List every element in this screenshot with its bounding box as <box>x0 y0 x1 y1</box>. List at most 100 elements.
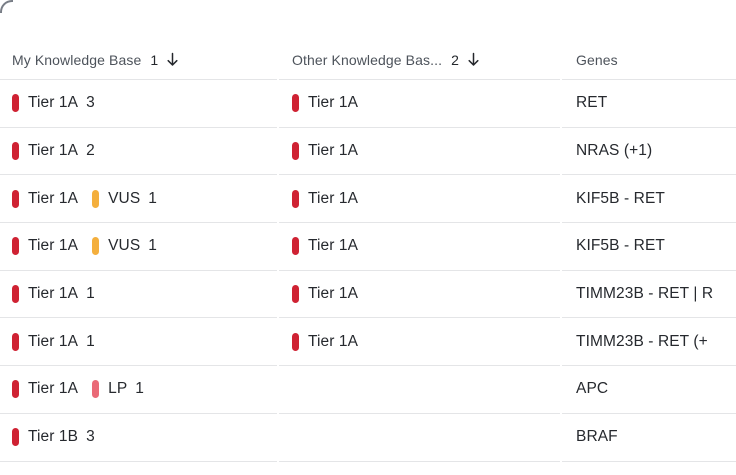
genes-cell: BRAF <box>562 414 736 462</box>
tier-pill-icon <box>292 285 299 304</box>
table-row[interactable]: Tier 1A VUS 1 Tier 1A KIF5B - RET <box>0 223 736 271</box>
lp-badge: LP 1 <box>92 380 144 399</box>
sort-order-badge: 1 <box>150 51 159 68</box>
column-label: My Knowledge Base <box>12 51 142 68</box>
badge-label: Tier 1A <box>28 332 79 350</box>
genes-cell: NRAS (+1) <box>562 128 736 176</box>
genes-cell: APC <box>562 366 736 414</box>
tier-cell <box>279 414 560 462</box>
vus-pill-icon <box>92 189 100 208</box>
genes-cell: RET <box>562 80 736 128</box>
sort-order-badge: 2 <box>451 51 459 68</box>
tier-cell: Tier 1A VUS 1 <box>0 175 277 224</box>
badge-count: 1 <box>86 332 95 350</box>
badge-label: Tier 1A <box>308 285 359 303</box>
vus-badge: VUS 1 <box>92 189 157 208</box>
badge-label: Tier 1A <box>28 380 79 398</box>
tier-cell: Tier 1A <box>279 128 560 176</box>
table-row[interactable]: Tier 1B 3 BRAF <box>0 414 736 462</box>
badge-label: Tier 1A <box>308 142 359 160</box>
tier-pill-icon <box>12 94 19 113</box>
badge-label: VUS <box>108 189 141 207</box>
tier-cell: Tier 1A <box>279 80 560 128</box>
badge-count: 1 <box>86 285 95 303</box>
tier-badge: Tier 1A <box>12 237 79 256</box>
column-label: Other Knowledge Bas... <box>292 51 443 68</box>
genes-cell: KIF5B - RET <box>562 223 736 271</box>
tier-cell: Tier 1A <box>279 318 560 367</box>
table-row[interactable]: Tier 1A 1 Tier 1A TIMM23B - RET | R <box>0 271 736 319</box>
tier-cell: Tier 1B 3 <box>0 414 277 462</box>
badge-label: Tier 1A <box>308 94 359 112</box>
tier-cell: Tier 1A LP 1 <box>0 366 277 414</box>
badge-count: 1 <box>135 380 144 398</box>
badge-label: Tier 1A <box>28 285 79 303</box>
column-label: Genes <box>576 51 618 68</box>
genes-cell: KIF5B - RET <box>562 175 736 224</box>
tier-pill-icon <box>292 142 299 161</box>
tier-cell: Tier 1A 1 <box>0 318 277 367</box>
tier-badge: Tier 1A 1 <box>12 285 95 304</box>
tier-pill-icon <box>12 428 19 447</box>
badge-count: 1 <box>148 237 157 255</box>
table-row[interactable]: Tier 1A 3 Tier 1A RET <box>0 80 736 128</box>
column-header-my-knowledge-base[interactable]: My Knowledge Base 1 <box>0 40 277 80</box>
tier-pill-icon <box>292 189 299 208</box>
tier-pill-icon <box>12 237 19 256</box>
tier-badge: Tier 1A 1 <box>12 332 95 351</box>
tier-pill-icon <box>12 142 19 161</box>
tier-cell: Tier 1A <box>279 223 560 271</box>
table-row[interactable]: Tier 1A LP 1 APC <box>0 366 736 414</box>
tier-cell <box>279 366 560 414</box>
sort-descending-icon <box>468 52 479 66</box>
badge-label: Tier 1A <box>28 237 79 255</box>
vus-pill-icon <box>92 237 100 256</box>
tier-badge: Tier 1A <box>292 189 359 208</box>
tier-pill-icon <box>292 94 299 113</box>
tier-badge: Tier 1A <box>12 189 79 208</box>
badge-label: Tier 1A <box>308 332 359 350</box>
tier-cell: Tier 1A 1 <box>0 271 277 319</box>
lp-pill-icon <box>92 380 100 399</box>
table-row[interactable]: Tier 1A 1 Tier 1A TIMM23B - RET (+ <box>0 318 736 367</box>
tier-badge: Tier 1A 2 <box>12 142 95 161</box>
badge-count: 2 <box>86 142 95 160</box>
tier-badge: Tier 1A <box>292 94 359 113</box>
tier-badge: Tier 1A 3 <box>12 94 95 113</box>
table-row[interactable]: Tier 1A 2 Tier 1A NRAS (+1) <box>0 128 736 176</box>
tier-pill-icon <box>12 380 19 399</box>
badge-label: Tier 1A <box>308 237 359 255</box>
table-body: Tier 1A 3 Tier 1A RET Tier 1A 2 Tier 1A NRAS (+… <box>0 80 736 462</box>
badge-count: 3 <box>86 428 95 446</box>
tier-pill-icon <box>292 237 299 256</box>
tier-pill-icon <box>12 285 19 304</box>
tier-badge: Tier 1A <box>12 380 79 399</box>
badge-label: Tier 1A <box>28 94 79 112</box>
tier-badge: Tier 1A <box>292 142 359 161</box>
tier-cell: Tier 1A <box>279 271 560 319</box>
genes-cell: TIMM23B - RET (+ <box>562 318 736 367</box>
tier-pill-icon <box>12 189 19 208</box>
tier-badge: Tier 1A <box>292 285 359 304</box>
badge-count: 1 <box>148 189 157 207</box>
badge-count: 3 <box>86 94 95 112</box>
tier-pill-icon <box>292 332 299 351</box>
tier-badge: Tier 1A <box>292 332 359 351</box>
column-header-genes[interactable]: Genes <box>562 40 736 80</box>
tier-cell: Tier 1A <box>279 175 560 224</box>
sort-descending-icon <box>167 52 178 66</box>
badge-label: Tier 1A <box>308 189 359 207</box>
genes-cell: TIMM23B - RET | R <box>562 271 736 319</box>
variants-table: My Knowledge Base 1 Other Knowledge Bas.… <box>0 40 736 462</box>
column-header-other-knowledge-base[interactable]: Other Knowledge Bas... 2 <box>279 40 560 80</box>
tier-badge: Tier 1A <box>292 237 359 256</box>
tier-badge: Tier 1B 3 <box>12 428 95 447</box>
badge-label: Tier 1A <box>28 189 79 207</box>
tier-cell: Tier 1A 3 <box>0 80 277 128</box>
table-row[interactable]: Tier 1A VUS 1 Tier 1A KIF5B - RET <box>0 175 736 224</box>
tier-cell: Tier 1A VUS 1 <box>0 223 277 271</box>
badge-label: Tier 1B <box>28 428 79 446</box>
badge-label: LP <box>108 380 128 398</box>
panel-rounded-corner <box>0 0 13 13</box>
badge-label: Tier 1A <box>28 142 79 160</box>
